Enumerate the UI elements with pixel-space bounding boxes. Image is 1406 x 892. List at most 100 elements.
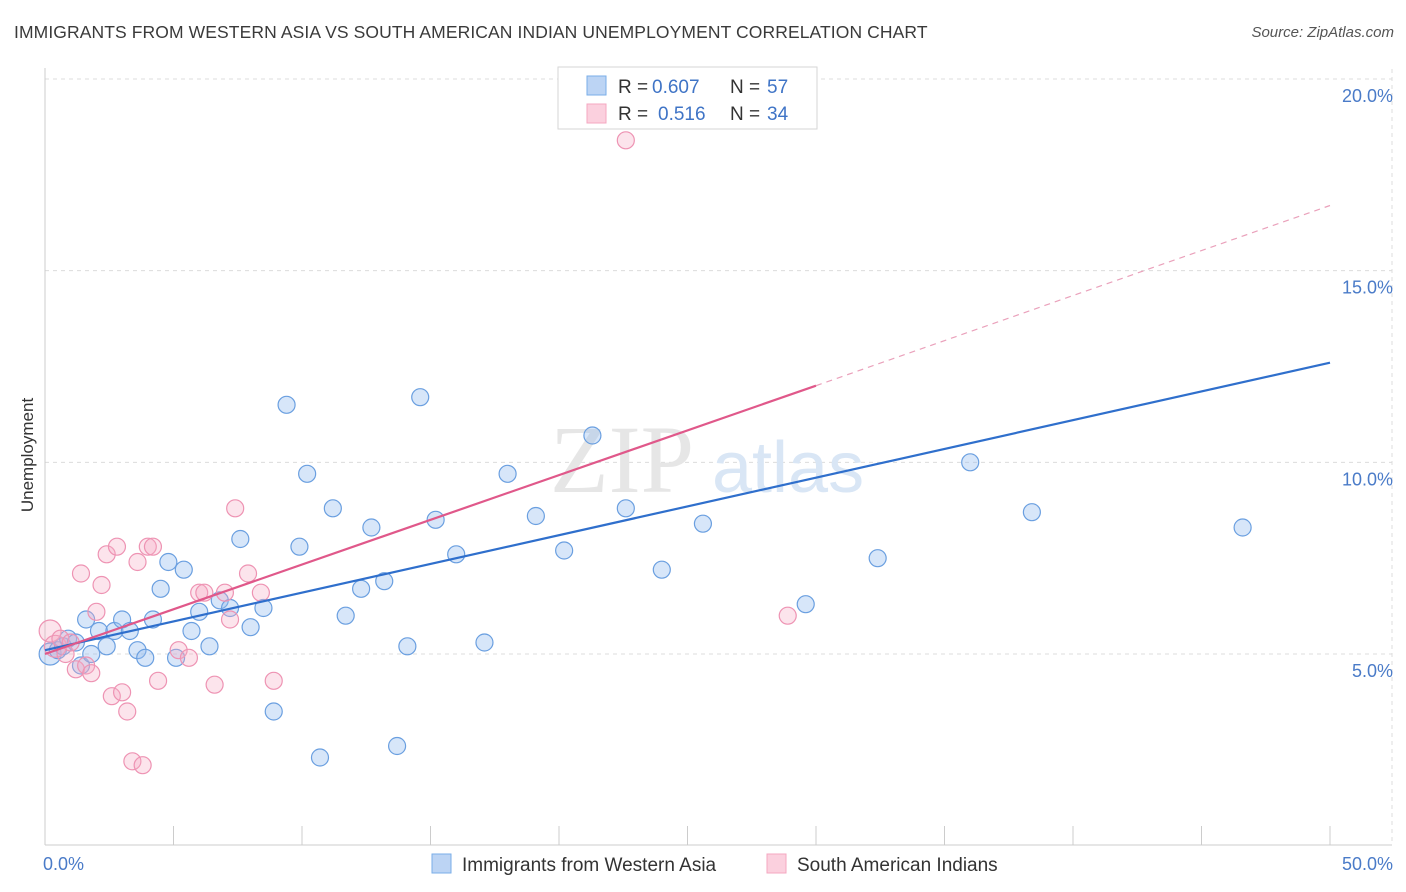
data-point-south-american-indian (107, 537, 127, 556)
data-point-western-asia (298, 464, 317, 483)
data-point-western-asia (475, 633, 494, 652)
data-point-western-asia (254, 598, 273, 618)
data-point-western-asia (652, 560, 671, 579)
data-point-south-american-indian (179, 648, 199, 667)
legend-n-value: 57 (767, 77, 788, 98)
data-point-western-asia (82, 644, 101, 664)
trend-line-western-asia (44, 361, 1331, 652)
data-point-western-asia (336, 606, 355, 625)
trend-line-extension (815, 204, 1331, 387)
legend-n-value: 34 (767, 104, 789, 125)
stats-legend: R = 0.607 N = 57 R = 0.516 N = 34 (557, 66, 818, 130)
series-legend-swatch-blue (431, 853, 452, 874)
data-point-south-american-indian (118, 702, 137, 721)
trend-line-south-american-indian (44, 384, 817, 656)
data-point-south-american-indian (66, 660, 85, 679)
chart-source: Source: ZipAtlas.com (1251, 24, 1394, 41)
data-point-south-american-indian (92, 575, 111, 595)
data-point-western-asia (159, 552, 178, 572)
y-axis-label: Unemployment (18, 398, 37, 513)
data-point-south-american-indian (143, 537, 163, 556)
data-point-western-asia (77, 610, 96, 629)
data-point-south-american-indian (97, 545, 116, 564)
data-point-south-american-indian (220, 610, 240, 629)
legend-r-label: R = (618, 77, 648, 98)
chart-title: IMMIGRANTS FROM WESTERN ASIA VS SOUTH AM… (14, 22, 928, 42)
data-point-western-asia (796, 595, 815, 614)
data-point-western-asia (526, 506, 545, 526)
data-point-south-american-indian (215, 583, 234, 602)
data-point-western-asia (241, 618, 260, 637)
data-point-western-asia (200, 637, 219, 656)
y-tick-label: 15.0% (1342, 278, 1393, 298)
data-point-western-asia (961, 453, 980, 472)
data-point-western-asia (375, 572, 394, 591)
data-point-south-american-indian (226, 499, 245, 518)
series-legend: Immigrants from Western Asia South Ameri… (431, 853, 998, 876)
data-point-western-asia (362, 518, 381, 537)
data-point-south-american-indian (71, 564, 91, 583)
data-point-south-american-indian (133, 756, 152, 775)
data-point-western-asia (89, 621, 109, 641)
data-point-south-american-indian (82, 664, 101, 683)
legend-r-label: R = (618, 104, 648, 125)
legend-r-value: 0.607 (652, 77, 700, 98)
legend-n-label: N = (730, 104, 760, 125)
data-point-western-asia (182, 621, 201, 641)
data-point-western-asia (411, 388, 430, 407)
data-point-western-asia (264, 702, 283, 721)
data-point-western-asia (616, 499, 635, 518)
y-tick-label: 5.0% (1352, 661, 1393, 681)
legend-r-value: 0.516 (658, 104, 706, 125)
series-legend-label: South American Indians (797, 855, 998, 876)
y-tick-labels: 5.0% 10.0% 15.0% 20.0% (1342, 86, 1393, 681)
axes (44, 68, 1392, 846)
data-point-south-american-indian (138, 537, 157, 556)
x-tick-labels: 0.0% 50.0% (43, 854, 1393, 874)
data-point-south-american-indian (264, 671, 283, 690)
data-point-south-american-indian (251, 583, 270, 602)
data-point-south-american-indian (148, 671, 168, 690)
data-point-south-american-indian (102, 687, 121, 706)
data-point-western-asia (97, 637, 116, 656)
data-point-western-asia (583, 426, 602, 445)
data-point-western-asia (555, 541, 574, 560)
data-point-western-asia (128, 641, 147, 660)
data-point-western-asia (868, 549, 887, 568)
data-point-western-asia (174, 560, 193, 579)
data-point-western-asia (1022, 503, 1041, 522)
watermark-zip: ZIP (550, 406, 694, 513)
legend-swatch-pink (586, 103, 607, 124)
data-point-western-asia (398, 637, 417, 656)
x-tick-label: 0.0% (43, 854, 84, 874)
legend-swatch-blue (586, 75, 607, 96)
data-point-western-asia (1233, 518, 1252, 537)
data-point-south-american-indian (616, 131, 635, 150)
legend-n-label: N = (730, 77, 760, 98)
gridlines (45, 69, 1393, 845)
data-point-western-asia (290, 537, 309, 556)
data-point-western-asia (310, 748, 330, 767)
data-point-south-american-indian (112, 683, 132, 702)
series-legend-label: Immigrants from Western Asia (462, 855, 717, 876)
data-point-south-american-indian (123, 752, 142, 771)
watermark: ZIP atlas (550, 406, 864, 513)
data-point-western-asia (151, 579, 170, 598)
data-point-western-asia (323, 499, 342, 518)
data-point-western-asia (352, 579, 371, 598)
data-point-south-american-indian (169, 641, 188, 660)
data-point-western-asia (136, 648, 155, 667)
data-point-south-american-indian (778, 606, 797, 625)
data-point-western-asia (498, 464, 517, 483)
data-point-western-asia (231, 529, 250, 549)
data-point-south-american-indian (238, 564, 258, 583)
series-legend-swatch-pink (766, 853, 787, 874)
trend-lines (44, 204, 1331, 656)
x-tick-label: 50.0% (1342, 854, 1393, 874)
data-point-south-american-indian (38, 619, 62, 643)
y-tick-label: 10.0% (1342, 469, 1393, 489)
data-point-western-asia (387, 736, 407, 756)
data-point-south-american-indian (205, 675, 224, 694)
data-point-south-american-indian (128, 552, 147, 572)
data-point-south-american-indian (87, 602, 106, 621)
